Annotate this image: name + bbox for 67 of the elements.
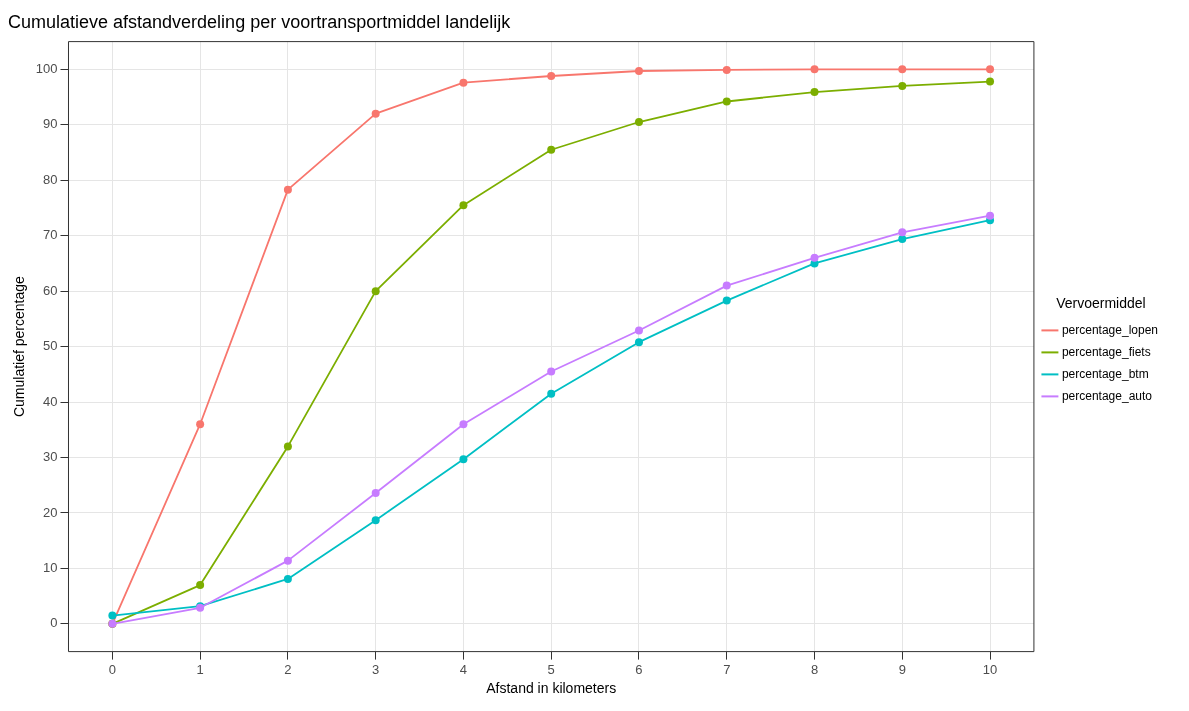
x-tick-label: 0 [108, 661, 116, 677]
x-tick-label: 6 [635, 661, 643, 677]
x-axis-title: Afstand in kilometers [486, 680, 617, 697]
legend-label: percentage_fiets [1061, 344, 1151, 359]
point [722, 65, 731, 74]
point [196, 581, 205, 590]
x-tick-label: 4 [459, 661, 468, 677]
point [898, 228, 907, 237]
y-tick-label: 10 [43, 560, 58, 575]
x-tick-label: 7 [723, 661, 731, 677]
x-tick-label: 2 [284, 661, 292, 677]
point [371, 109, 380, 118]
x-tick-label: 8 [810, 661, 819, 677]
y-tick-label: 60 [43, 282, 58, 298]
point [283, 574, 292, 583]
point [459, 455, 468, 464]
y-tick-label: 20 [43, 504, 58, 520]
point [634, 118, 643, 127]
point [810, 253, 819, 262]
point [634, 66, 643, 75]
point [371, 516, 380, 525]
point [547, 389, 556, 398]
point [722, 281, 731, 290]
point [634, 326, 643, 335]
y-tick-label: 70 [43, 227, 58, 243]
point [722, 97, 731, 106]
legend-title: Vervoermiddel [1056, 295, 1146, 312]
x-tick-label: 5 [547, 661, 555, 677]
point [547, 145, 556, 154]
y-tick-label: 50 [43, 338, 58, 354]
y-tick-label: 90 [43, 116, 58, 132]
point [634, 338, 643, 347]
point [898, 65, 907, 74]
y-tick-label: 80 [43, 171, 58, 187]
point [722, 296, 731, 305]
y-tick-label: 0 [50, 615, 58, 631]
x-tick-label: 3 [372, 661, 380, 677]
point [108, 611, 117, 620]
point [986, 77, 995, 86]
point [459, 201, 468, 210]
legend-label: percentage_auto [1061, 388, 1153, 403]
y-axis-title: Cumulatief percentage [11, 275, 28, 418]
y-tick-label: 30 [43, 449, 58, 465]
point [898, 81, 907, 90]
point [986, 211, 995, 220]
point [459, 420, 468, 429]
y-tick-label: 40 [43, 393, 58, 409]
legend-label: percentage_btm [1061, 366, 1149, 381]
x-tick-label: 1 [196, 661, 204, 677]
point [196, 420, 205, 429]
point [898, 235, 907, 244]
y-tick-label: 100 [35, 60, 58, 76]
point [986, 65, 995, 74]
point [371, 287, 380, 296]
x-tick-label: 9 [898, 661, 906, 677]
x-tick-label: 10 [982, 661, 998, 677]
point [810, 88, 819, 97]
point [810, 65, 819, 74]
point [283, 556, 292, 565]
point [547, 367, 556, 376]
point [283, 185, 292, 194]
point [371, 489, 380, 497]
point [283, 442, 292, 451]
legend-label: percentage_lopen [1061, 322, 1159, 337]
point [459, 78, 468, 87]
chart-title: Cumulatieve afstandverdeling per voortransportmiddel landelijk [8, 11, 512, 32]
point [547, 71, 556, 80]
